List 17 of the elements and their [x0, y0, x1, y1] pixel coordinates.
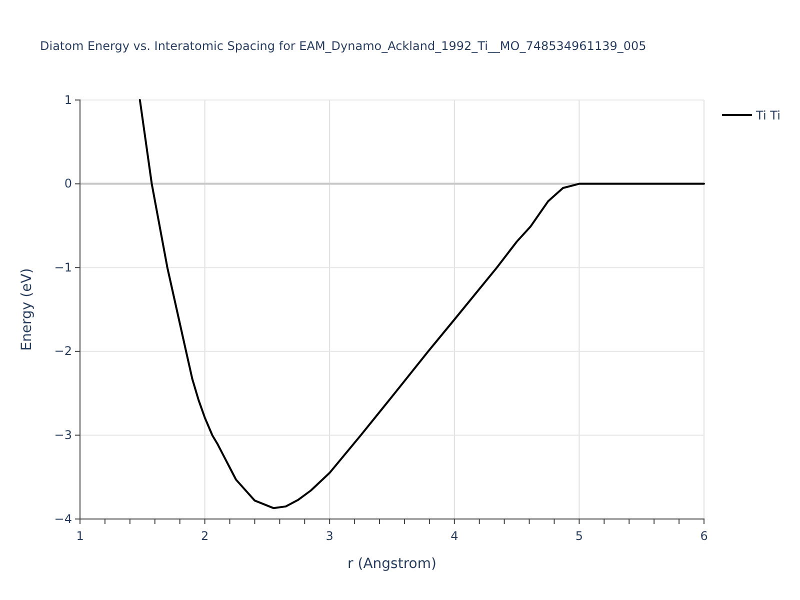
x-tick-label: 6: [700, 529, 708, 544]
x-tick-label: 3: [326, 529, 334, 544]
chart-title: Diatom Energy vs. Interatomic Spacing for EAM_Dynamo_Ackland_1992_Ti__MO_748534961139_005: [40, 39, 646, 53]
y-tick-label: −2: [54, 344, 72, 358]
y-axis-title: Energy (eV): [19, 268, 35, 351]
y-tick-label: −1: [54, 260, 72, 274]
y-tick-label: 1: [64, 92, 72, 107]
legend-label: Ti Ti: [755, 108, 780, 122]
x-axis-title: r (Angstrom): [348, 556, 436, 572]
x-tick-label: 4: [450, 529, 458, 544]
x-tick-label: 1: [76, 529, 84, 544]
x-tick-label: 2: [200, 529, 209, 544]
x-tick-label: 5: [575, 529, 584, 544]
y-tick-label: −4: [54, 512, 72, 526]
y-tick-label: 0: [64, 176, 72, 191]
line-series: [138, 99, 705, 510]
y-tick-label: −3: [54, 428, 72, 442]
